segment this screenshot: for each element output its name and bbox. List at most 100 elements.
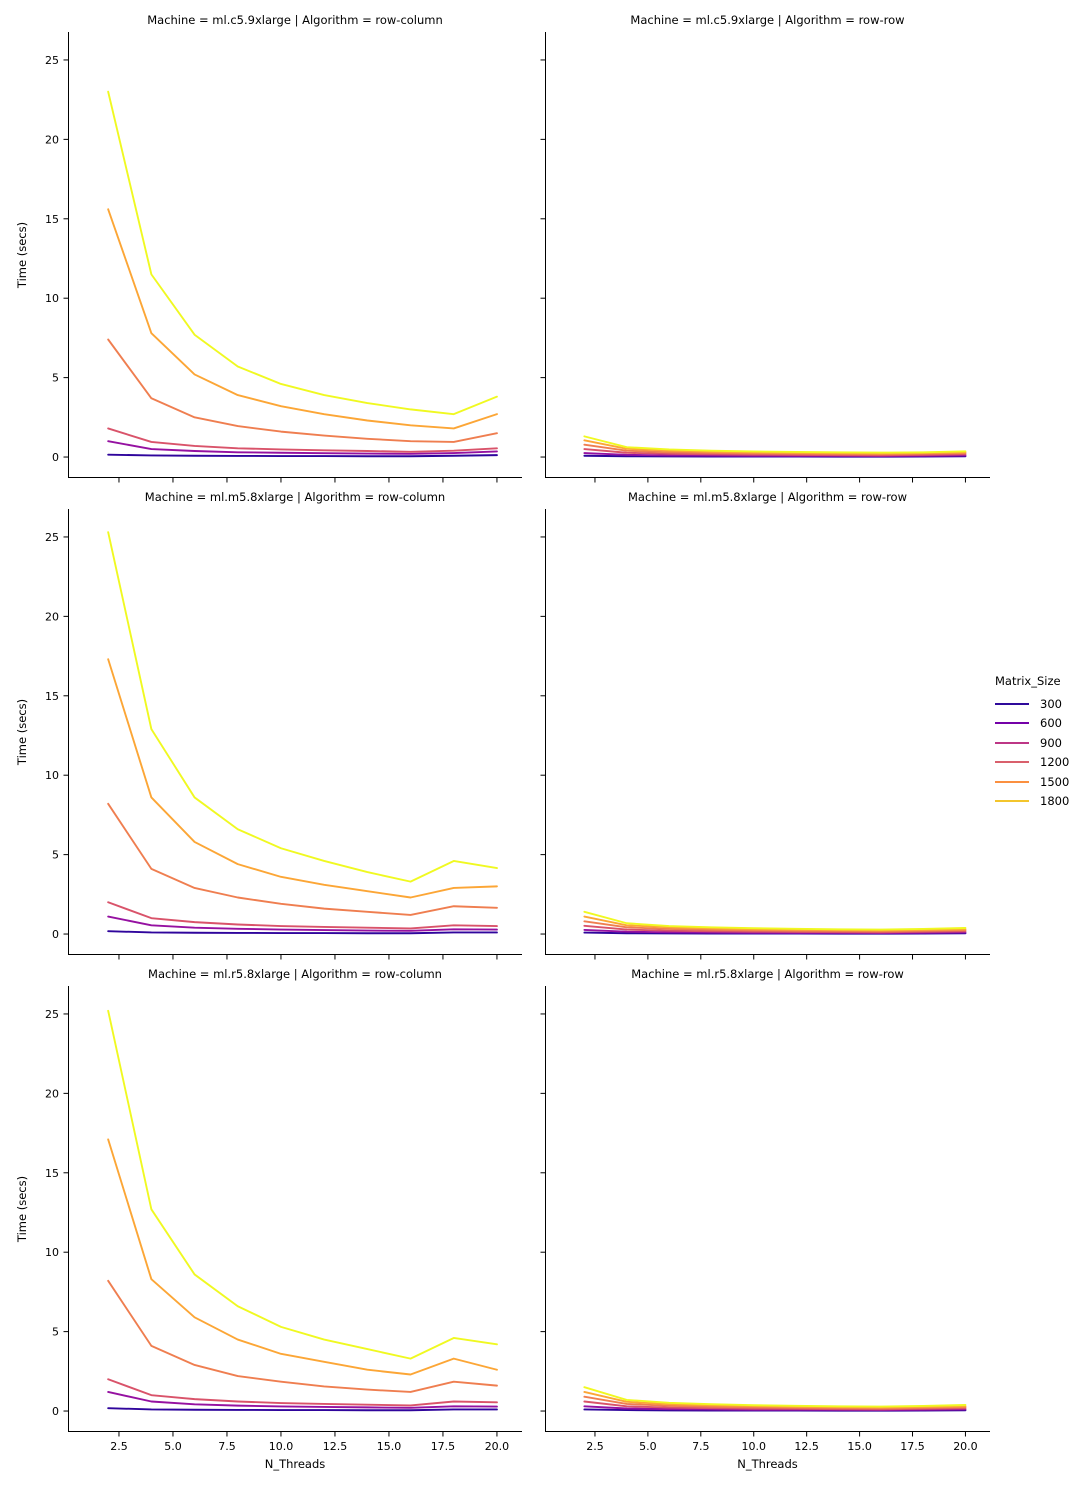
facet-plot-c5-row-row: [540, 32, 990, 483]
y-tick-label: 0: [52, 1405, 59, 1418]
legend-entry-1800: 1800: [995, 792, 1090, 812]
series-line-1200: [583, 920, 967, 933]
series-line-1500: [107, 208, 498, 430]
legend-swatch-1500: [995, 780, 1029, 783]
legend-label-900: 900: [1040, 735, 1062, 750]
x-tick-label: 10.0: [741, 1440, 766, 1453]
x-tick-label: 7.5: [692, 1440, 710, 1453]
series-line-1800: [107, 1009, 498, 1360]
chart-canvas: 0 5 10 15 20 25 Time (secs): [15, 32, 522, 483]
x-tick-label: 12.5: [794, 1440, 819, 1453]
series-line-900: [583, 448, 967, 457]
legend-swatch-600: [995, 722, 1029, 725]
legend-label-300: 300: [1040, 696, 1062, 711]
y-tick-label: 15: [45, 213, 59, 226]
y-tick-label: 5: [52, 1326, 59, 1339]
facet-plot-m5-row-column: 0 5 10 15 20 25 Time (secs): [15, 509, 522, 960]
legend-label-600: 600: [1040, 716, 1062, 731]
chart-canvas: [540, 32, 990, 483]
y-tick-label: 25: [45, 531, 59, 544]
x-tick-label: 10.0: [269, 1440, 294, 1453]
y-tick-label: 10: [45, 1246, 59, 1259]
x-tick-label: 15.0: [847, 1440, 872, 1453]
y-tick-label: 20: [45, 133, 59, 146]
series-line-1800: [583, 910, 967, 931]
legend-entry-1500: 1500: [995, 772, 1090, 792]
facet-plot-r5-row-column: 2.5 5.0 7.5 10.0 12.5 15.0 17.5 20.0 0 5 10 15 20 25 N…: [15, 986, 522, 1471]
x-axis-label: N_Threads: [265, 1457, 326, 1471]
facet-title-m5-row-column: Machine = ml.m5.8xlarge | Algorithm = ro…: [144, 490, 446, 504]
facet-plot-r5-row-row: 2.5 5.0 7.5 10.0 12.5 15.0 17.5 20.0 N_Threads: [540, 986, 990, 1471]
legend-swatch-1200: [995, 761, 1029, 764]
y-tick-label: 0: [52, 451, 59, 464]
series-line-900: [583, 924, 967, 934]
y-tick-label: 10: [45, 292, 59, 305]
series-line-1500: [107, 1138, 498, 1376]
legend-label-1800: 1800: [1040, 794, 1070, 809]
y-tick-label: 15: [45, 1167, 59, 1180]
series-line-1500: [107, 658, 498, 899]
series-line-900: [583, 1400, 967, 1411]
x-tick-label: 17.5: [431, 1440, 456, 1453]
series-line-600: [107, 440, 498, 455]
series-line-1200: [583, 1395, 967, 1410]
y-tick-label: 15: [45, 690, 59, 703]
series-line-900: [107, 901, 498, 930]
facet-title-c5-row-column: Machine = ml.c5.9xlarge | Algorithm = ro…: [147, 13, 443, 27]
legend-entry-900: 900: [995, 733, 1090, 753]
x-axis-label: N_Threads: [737, 1457, 798, 1471]
y-axis-label: Time (secs): [15, 1176, 29, 1243]
legend-label-1500: 1500: [1040, 774, 1070, 789]
chart-canvas: 2.5 5.0 7.5 10.0 12.5 15.0 17.5 20.0 N_Threads: [540, 986, 990, 1471]
x-tick-label: 17.5: [900, 1440, 925, 1453]
legend: Matrix_Size 300 600 900 1200 1500 1800: [995, 674, 1090, 811]
series-line-900: [107, 427, 498, 453]
legend-entry-1200: 1200: [995, 753, 1090, 773]
legend-swatch-300: [995, 702, 1029, 705]
y-tick-label: 25: [45, 1008, 59, 1021]
x-tick-label: 7.5: [218, 1440, 236, 1453]
facet-title-m5-row-row: Machine = ml.m5.8xlarge | Algorithm = ro…: [627, 490, 907, 504]
legend-entry-300: 300: [995, 694, 1090, 714]
y-tick-label: 20: [45, 610, 59, 623]
series-line-300: [107, 1407, 498, 1412]
y-axis-label: Time (secs): [15, 222, 29, 289]
y-tick-label: 5: [52, 372, 59, 385]
facet-title-r5-row-column: Machine = ml.r5.8xlarge | Algorithm = ro…: [148, 967, 442, 981]
series-line-600: [107, 1391, 498, 1409]
series-line-1800: [583, 1386, 967, 1408]
series-line-1800: [107, 531, 498, 883]
chart-canvas: 0 5 10 15 20 25 Time (secs): [15, 509, 522, 960]
series-line-900: [107, 1378, 498, 1407]
series-line-1200: [107, 338, 498, 443]
facet-title-c5-row-row: Machine = ml.c5.9xlarge | Algorithm = ro…: [630, 13, 905, 27]
x-tick-label: 12.5: [323, 1440, 348, 1453]
y-tick-label: 0: [52, 928, 59, 941]
chart-canvas: [540, 509, 990, 960]
y-tick-label: 5: [52, 849, 59, 862]
series-line-1200: [107, 802, 498, 916]
y-tick-label: 20: [45, 1087, 59, 1100]
x-tick-label: 5.0: [164, 1440, 182, 1453]
series-line-1200: [107, 1279, 498, 1393]
series-line-300: [107, 930, 498, 935]
x-tick-label: 20.0: [953, 1440, 978, 1453]
series-line-600: [107, 915, 498, 932]
x-tick-label: 2.5: [586, 1440, 604, 1453]
y-tick-label: 10: [45, 769, 59, 782]
facet-title-r5-row-row: Machine = ml.r5.8xlarge | Algorithm = ro…: [631, 967, 904, 981]
y-axis-label: Time (secs): [15, 699, 29, 766]
legend-label-1200: 1200: [1040, 755, 1070, 770]
legend-swatch-900: [995, 741, 1029, 744]
legend-title: Matrix_Size: [995, 674, 1061, 688]
series-line-1800: [107, 90, 498, 416]
x-tick-label: 5.0: [639, 1440, 657, 1453]
y-tick-label: 25: [45, 54, 59, 67]
series-line-1800: [583, 435, 967, 454]
series-line-300: [107, 453, 498, 458]
chart-canvas: 2.5 5.0 7.5 10.0 12.5 15.0 17.5 20.0 0 5 10 15 20 25 N…: [15, 986, 522, 1471]
x-tick-label: 2.5: [110, 1440, 128, 1453]
x-tick-label: 15.0: [377, 1440, 402, 1453]
legend-entry-600: 600: [995, 714, 1090, 734]
